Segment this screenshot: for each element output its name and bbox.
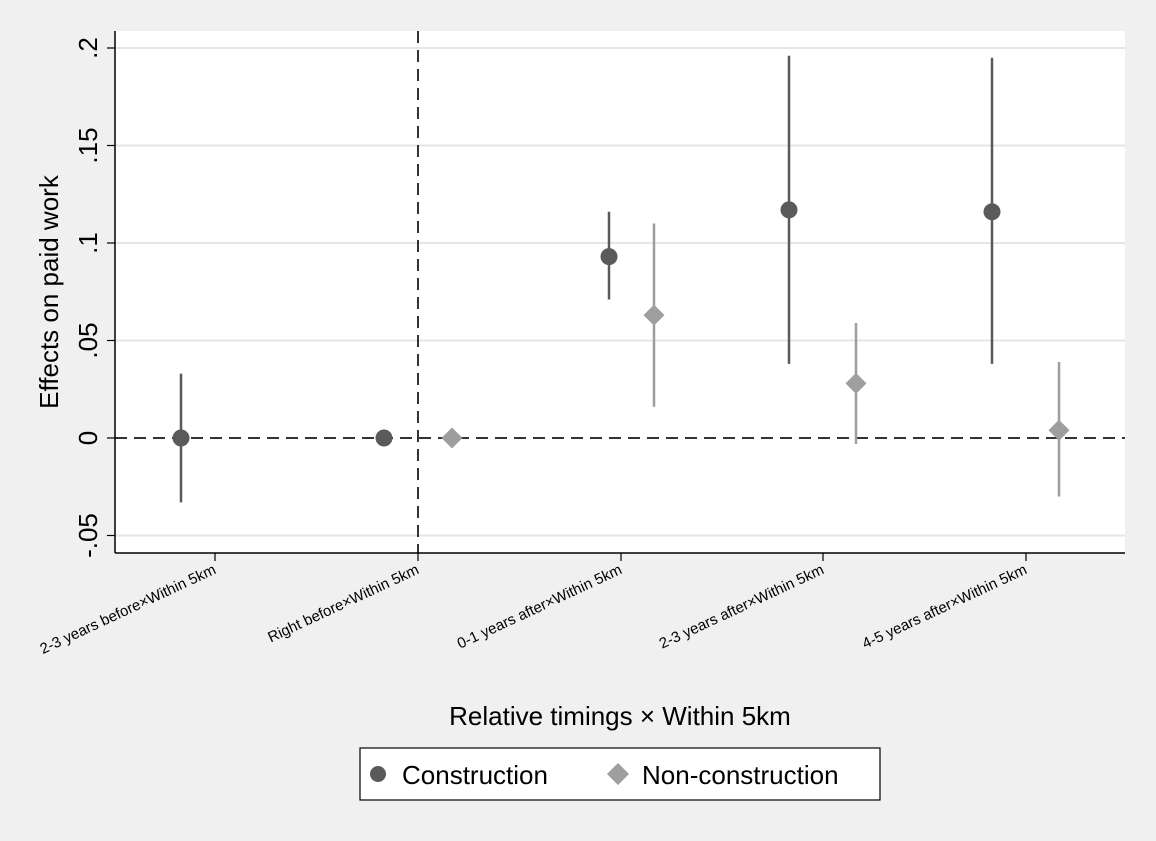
gridlines xyxy=(115,47,1125,537)
construction-point xyxy=(172,429,190,447)
reference-lines xyxy=(115,31,1125,553)
y-tick-label: 0 xyxy=(73,431,103,445)
non-construction-point xyxy=(643,304,665,326)
x-axis-title: Relative timings × Within 5km xyxy=(449,701,791,731)
series-layer xyxy=(172,55,1070,503)
legend: Construction Non-construction xyxy=(359,747,881,801)
construction-point xyxy=(983,203,1001,221)
non-construction-point xyxy=(1048,419,1070,441)
non-construction-point xyxy=(441,427,463,449)
y-axis-title: Effects on paid work xyxy=(34,174,64,409)
y-tick-label: .15 xyxy=(73,127,103,163)
y-tick-label: .05 xyxy=(73,322,103,358)
y-tick-label: .1 xyxy=(73,232,103,254)
construction-point xyxy=(780,201,798,219)
legend-construction-marker xyxy=(370,766,386,782)
non-construction-point xyxy=(845,372,867,394)
legend-non-construction-marker xyxy=(607,763,629,785)
legend-non-construction-label: Non-construction xyxy=(642,760,839,790)
y-tick-label: .2 xyxy=(73,37,103,59)
legend-construction-label: Construction xyxy=(402,760,548,790)
plot-area xyxy=(115,31,1125,553)
construction-point xyxy=(600,248,618,266)
construction-point xyxy=(375,429,393,447)
y-tick-label: -.05 xyxy=(73,513,103,558)
